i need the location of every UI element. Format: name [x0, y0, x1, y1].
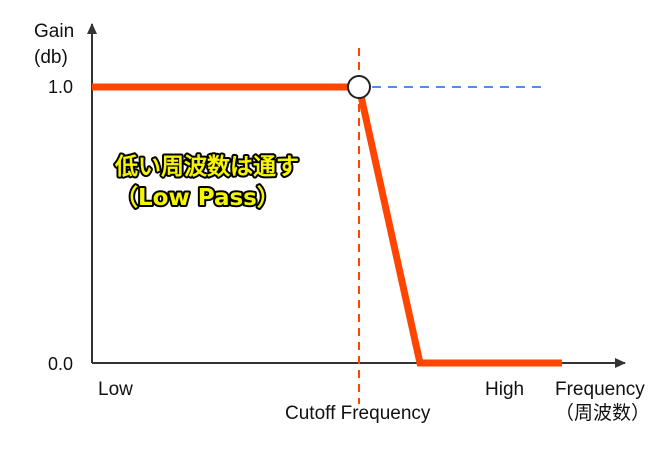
y-axis-label-gain: Gain: [34, 21, 74, 42]
lowpass-response-curve: [92, 83, 562, 367]
x-label-low: Low: [98, 379, 133, 400]
x-axis-label-japanese: （周波数）: [555, 402, 650, 424]
cutoff-point-marker: [347, 75, 371, 99]
x-axis-label-frequency: Frequency: [555, 379, 645, 400]
x-label-high: High: [485, 379, 524, 400]
y-tick-high: 1.0: [48, 77, 73, 97]
lowpass-callout-line1: 低い周波数は通す: [114, 154, 299, 180]
y-tick-low: 0.0: [48, 354, 73, 374]
cutoff-frequency-label: Cutoff Frequency: [285, 403, 431, 424]
lowpass-callout-line2: （Low Pass）: [115, 184, 280, 211]
y-axis-label-unit: (db): [34, 47, 68, 68]
